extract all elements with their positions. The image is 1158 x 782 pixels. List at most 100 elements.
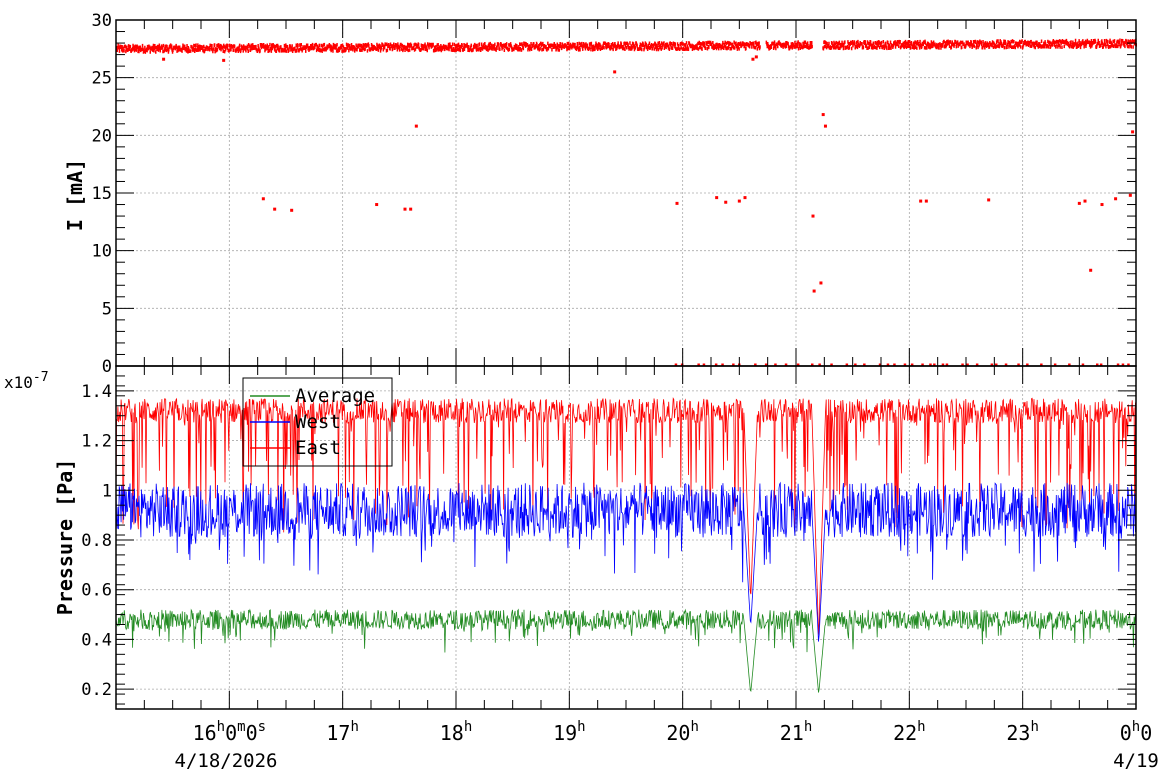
- y-tick-label: 15: [92, 184, 112, 204]
- x-tick-unit: s: [258, 719, 266, 735]
- y-tick-label: 5: [102, 299, 112, 319]
- east-series-line: [115, 397, 1137, 635]
- y-tick-label: 0.4: [81, 630, 112, 650]
- bottom-y-axis-title: Pressure [Pa]: [53, 459, 77, 616]
- current-point: [819, 281, 823, 285]
- current-point: [1114, 197, 1118, 201]
- legend-box: [242, 377, 393, 467]
- x-tick-unit: h: [464, 719, 472, 735]
- x-date-left: 4/18/2026: [175, 750, 278, 772]
- x-tick-value: 17: [326, 721, 350, 745]
- x-tick-label: 17h: [326, 719, 359, 745]
- current-point: [821, 113, 825, 117]
- y-tick-label: 30: [92, 11, 112, 31]
- x-tick-unit: h: [577, 719, 585, 735]
- x-tick-value: 0: [225, 721, 237, 745]
- x-date-right: 4/19: [1113, 750, 1158, 772]
- average-series-line: [115, 608, 1137, 693]
- top-panel-grid: [116, 20, 1136, 366]
- top-y-axis-title: I [mA]: [63, 159, 87, 231]
- current-point: [737, 199, 741, 203]
- x-tick-value: 19: [553, 721, 577, 745]
- x-tick-value: 16: [193, 721, 217, 745]
- pressure-series: [115, 397, 1137, 693]
- current-point: [1128, 193, 1132, 197]
- x-tick-unit: h: [804, 719, 812, 735]
- current-point: [162, 57, 166, 61]
- y-tick-label: 0.6: [81, 581, 112, 601]
- current-point: [403, 207, 407, 211]
- x-tick-label: 19h: [553, 719, 586, 745]
- x-tick-value: 22: [893, 721, 917, 745]
- current-point: [1089, 268, 1093, 272]
- x-tick-unit: h: [1030, 719, 1038, 735]
- current-point: [811, 214, 815, 218]
- x-tick-label: 18h: [440, 719, 473, 745]
- current-point: [812, 289, 816, 293]
- y-tick-label: 10: [92, 242, 112, 262]
- exponent-label: x10-7: [4, 370, 49, 392]
- current-point: [414, 124, 418, 128]
- current-point: [919, 199, 923, 203]
- axis-ticks: [115, 19, 1137, 709]
- x-tick-label: 23h: [1006, 719, 1039, 745]
- current-series: [116, 38, 1137, 367]
- current-point: [823, 124, 827, 128]
- current-point: [675, 201, 679, 205]
- current-point: [1131, 130, 1135, 134]
- current-point: [290, 208, 294, 212]
- x-tick-label: 20h: [666, 719, 699, 745]
- x-tick-unit: h: [690, 719, 698, 735]
- x-tick-unit: m: [237, 719, 245, 735]
- x-tick-value: 0: [1140, 721, 1152, 745]
- current-point: [743, 196, 747, 200]
- y-tick-label: 1.4: [81, 382, 112, 402]
- current-point: [724, 200, 728, 204]
- current-point: [751, 57, 755, 61]
- x-tick-unit: h: [917, 719, 925, 735]
- current-point: [222, 58, 226, 62]
- x-tick-value: 0: [1120, 721, 1132, 745]
- x-tick-value: 0: [246, 721, 258, 745]
- exponent-base: x10: [4, 373, 33, 392]
- x-tick-unit: h: [350, 719, 358, 735]
- legend: Average West East: [242, 377, 393, 467]
- y-tick-label: 0: [102, 357, 112, 377]
- y-tick-label: 1.2: [81, 432, 112, 452]
- y-tick-label: 25: [92, 69, 112, 89]
- x-tick-value: 23: [1006, 721, 1030, 745]
- x-tick-label: 21h: [780, 719, 813, 745]
- x-tick-unit: h: [1132, 719, 1140, 735]
- current-point: [924, 199, 928, 203]
- current-point: [987, 198, 991, 202]
- exponent-power: -7: [33, 370, 49, 385]
- x-tick-value: 18: [440, 721, 464, 745]
- current-point: [1083, 199, 1087, 203]
- x-tick-label: 0h0: [1120, 719, 1153, 745]
- west-series-line: [115, 481, 1137, 642]
- x-tick-label: 16h0m0s: [193, 719, 266, 745]
- y-tick-label: 1: [102, 481, 112, 501]
- x-tick-label: 22h: [893, 719, 926, 745]
- current-point: [754, 55, 758, 59]
- current-point: [261, 197, 265, 201]
- current-point: [613, 70, 617, 74]
- current-baseline: [116, 38, 1137, 54]
- current-point: [715, 196, 719, 200]
- current-point: [409, 207, 413, 211]
- current-point: [375, 203, 379, 207]
- x-tick-value: 20: [666, 721, 690, 745]
- current-point: [1100, 203, 1104, 207]
- x-tick-value: 21: [780, 721, 804, 745]
- current-point: [273, 207, 277, 211]
- y-tick-label: 0.8: [81, 531, 112, 551]
- legend-label-west: West: [295, 411, 341, 433]
- current-point: [1077, 201, 1081, 205]
- x-tick-unit: h: [217, 719, 225, 735]
- y-tick-label: 20: [92, 126, 112, 146]
- legend-label-east: East: [295, 437, 341, 459]
- y-tick-label: 0.2: [81, 680, 112, 700]
- legend-label-average: Average: [295, 385, 375, 407]
